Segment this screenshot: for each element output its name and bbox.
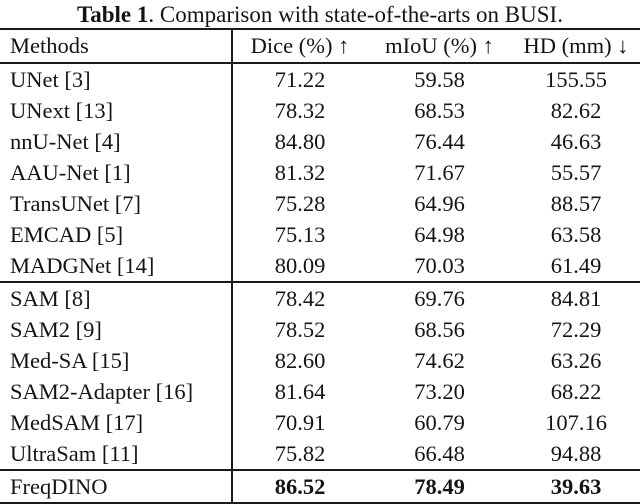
table-row-unext: UNext [13] 78.32 68.53 82.62 xyxy=(0,95,640,126)
method-name: Med-SA [15] xyxy=(0,345,233,376)
hd-value: 63.58 xyxy=(550,222,602,247)
hd-value: 63.26 xyxy=(550,348,602,373)
method-name: MADGNet [14] xyxy=(0,250,233,282)
miou-value: 78.49 xyxy=(414,474,465,499)
hd-value: 61.49 xyxy=(550,253,602,278)
miou-value: 64.96 xyxy=(414,191,465,216)
method-name: nnU-Net [4] xyxy=(0,126,233,157)
column-header-methods: Methods xyxy=(0,29,233,63)
dice-value: 84.80 xyxy=(274,129,326,154)
hd-value: 72.29 xyxy=(550,317,602,342)
dice-value: 75.82 xyxy=(274,441,326,466)
miou-value: 68.53 xyxy=(414,98,465,123)
miou-value: 69.76 xyxy=(414,286,465,311)
method-name: SAM2 [9] xyxy=(0,314,233,345)
dice-value: 78.32 xyxy=(274,98,326,123)
hd-value: 55.57 xyxy=(550,160,602,185)
miou-value: 64.98 xyxy=(414,222,465,247)
hd-value: 68.22 xyxy=(550,379,602,404)
column-header-hd: HD (mm) ↓ xyxy=(523,33,629,58)
dice-value: 75.13 xyxy=(274,222,326,247)
table-row-sam2-adapter: SAM2-Adapter [16] 81.64 73.20 68.22 xyxy=(0,376,640,407)
dice-value: 78.42 xyxy=(274,286,326,311)
dice-value: 75.28 xyxy=(274,191,326,216)
table-caption-text: . Comparison with state-of-the-arts on B… xyxy=(148,2,563,27)
dice-value: 81.64 xyxy=(274,379,326,404)
method-name: UNet [3] xyxy=(0,63,233,95)
table-row-nnunet: nnU-Net [4] 84.80 76.44 46.63 xyxy=(0,126,640,157)
dice-value: 82.60 xyxy=(274,348,326,373)
hd-value: 82.62 xyxy=(550,98,602,123)
hd-value: 88.57 xyxy=(550,191,602,216)
miou-value: 76.44 xyxy=(414,129,465,154)
hd-value: 46.63 xyxy=(550,129,602,154)
hd-value: 107.16 xyxy=(545,410,607,435)
table-row-aaunet: AAU-Net [1] 81.32 71.67 55.57 xyxy=(0,157,640,188)
table-caption-label: Table 1 xyxy=(77,2,149,27)
dice-value: 71.22 xyxy=(274,67,326,92)
miou-value: 74.62 xyxy=(414,348,465,373)
table-row-sam: SAM [8] 78.42 69.76 84.81 xyxy=(0,282,640,314)
table-row-freqdino: FreqDINO 86.52 78.49 39.63 xyxy=(0,470,640,503)
table-caption: Table 1. Comparison with state-of-the-ar… xyxy=(0,0,640,28)
method-name: MedSAM [17] xyxy=(0,407,233,438)
miou-value: 70.03 xyxy=(414,253,465,278)
dice-value: 78.52 xyxy=(274,317,326,342)
table-row-unet: UNet [3] 71.22 59.58 155.55 xyxy=(0,63,640,95)
header-row: Methods Dice (%) ↑ mIoU (%) ↑ HD (mm) ↓ xyxy=(0,29,640,63)
method-name: UltraSam [11] xyxy=(0,438,233,470)
method-name: TransUNet [7] xyxy=(0,188,233,219)
dice-value: 70.91 xyxy=(274,410,326,435)
miou-value: 73.20 xyxy=(414,379,465,404)
method-name: SAM [8] xyxy=(0,282,233,314)
table-row-madgnet: MADGNet [14] 80.09 70.03 61.49 xyxy=(0,250,640,282)
miou-value: 66.48 xyxy=(414,441,465,466)
method-name: EMCAD [5] xyxy=(0,219,233,250)
method-name: AAU-Net [1] xyxy=(0,157,233,188)
table-row-sam2: SAM2 [9] 78.52 68.56 72.29 xyxy=(0,314,640,345)
column-header-dice: Dice (%) ↑ xyxy=(250,33,350,58)
miou-value: 71.67 xyxy=(414,160,465,185)
hd-value: 84.81 xyxy=(550,286,602,311)
table-row-ultrasam: UltraSam [11] 75.82 66.48 94.88 xyxy=(0,438,640,470)
hd-value: 39.63 xyxy=(550,474,602,499)
method-name: SAM2-Adapter [16] xyxy=(0,376,233,407)
hd-value: 94.88 xyxy=(550,441,602,466)
dice-value: 81.32 xyxy=(274,160,326,185)
results-table: Methods Dice (%) ↑ mIoU (%) ↑ HD (mm) ↓ … xyxy=(0,28,640,504)
table-row-emcad: EMCAD [5] 75.13 64.98 63.58 xyxy=(0,219,640,250)
table-row-medsam: MedSAM [17] 70.91 60.79 107.16 xyxy=(0,407,640,438)
miou-value: 68.56 xyxy=(414,317,465,342)
miou-value: 59.58 xyxy=(414,67,465,92)
dice-value: 80.09 xyxy=(274,253,326,278)
miou-value: 60.79 xyxy=(414,410,465,435)
dice-value: 86.52 xyxy=(274,474,326,499)
column-header-miou: mIoU (%) ↑ xyxy=(385,33,494,58)
hd-value: 155.55 xyxy=(545,67,607,92)
table-row-medsa: Med-SA [15] 82.60 74.62 63.26 xyxy=(0,345,640,376)
method-name: FreqDINO xyxy=(0,470,233,503)
method-name: UNext [13] xyxy=(0,95,233,126)
table-row-transunet: TransUNet [7] 75.28 64.96 88.57 xyxy=(0,188,640,219)
